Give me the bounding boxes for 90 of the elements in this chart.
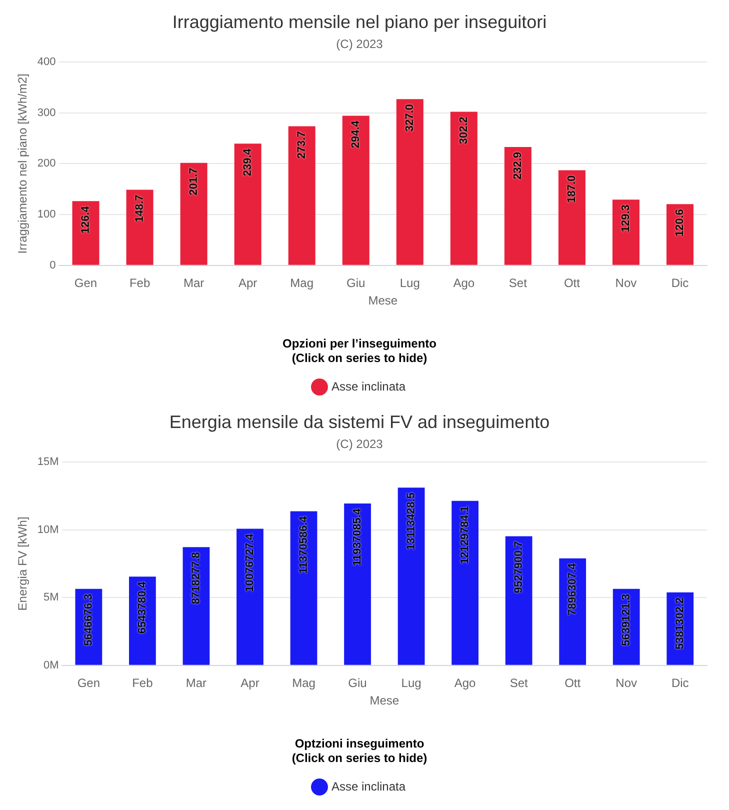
x-tick-label: Giu bbox=[348, 676, 367, 690]
chart-title: Energia mensile da sistemi FV ad inseguimento bbox=[169, 412, 550, 432]
data-label: 5639121.3 bbox=[620, 594, 632, 646]
data-label: 302.2 bbox=[458, 116, 470, 144]
bar bbox=[612, 200, 640, 265]
x-tick-label: Ago bbox=[454, 676, 476, 690]
bar bbox=[236, 528, 264, 665]
data-label: 120.6 bbox=[674, 209, 686, 237]
bar bbox=[344, 504, 371, 665]
x-tick-label: Gen bbox=[74, 276, 98, 290]
legend-title: Optzioni inseguimento (Click on series to hide) bbox=[292, 736, 428, 765]
bar bbox=[126, 190, 154, 265]
bar bbox=[559, 558, 586, 665]
data-label: 13113428.5 bbox=[405, 492, 418, 550]
data-label: 273.7 bbox=[296, 131, 308, 159]
data-label: 129.3 bbox=[620, 204, 632, 232]
x-tick-label: Dic bbox=[671, 276, 689, 290]
data-label: 126.4 bbox=[80, 205, 92, 234]
x-tick-label: Ago bbox=[453, 276, 475, 290]
data-label: 294.4 bbox=[350, 120, 362, 148]
data-label: 12129784.1 bbox=[459, 506, 472, 564]
x-tick-label: Feb bbox=[129, 276, 150, 290]
legend-label: Asse inclinata bbox=[331, 379, 406, 394]
y-axis-title: Energia FV [kWh] bbox=[16, 516, 30, 611]
x-tick-label: Giu bbox=[346, 276, 366, 290]
legend-label: Asse inclinata bbox=[331, 779, 406, 794]
data-label: 10076727.4 bbox=[244, 532, 256, 592]
x-tick-label: Feb bbox=[132, 676, 154, 690]
y-tick-label: 5M bbox=[44, 592, 59, 604]
x-tick-label: Ott bbox=[564, 676, 582, 690]
y-tick-label: 200 bbox=[37, 158, 56, 170]
y-tick-label: 100 bbox=[37, 208, 56, 221]
x-tick-label: Nov bbox=[615, 276, 637, 290]
data-label: 201.7 bbox=[188, 168, 200, 196]
bar bbox=[666, 204, 694, 265]
chart-subtitle: (C) 2023 bbox=[336, 437, 384, 452]
x-tick-label: Set bbox=[510, 676, 528, 690]
bar bbox=[452, 500, 478, 665]
x-tick-label: Mar bbox=[186, 676, 207, 690]
data-label: 8718277.8 bbox=[190, 552, 202, 604]
bar bbox=[505, 536, 532, 665]
data-label: 11370586.4 bbox=[298, 515, 310, 574]
bar bbox=[129, 576, 156, 665]
x-axis-title: Mese bbox=[368, 293, 398, 308]
bar bbox=[504, 146, 532, 265]
bar bbox=[290, 511, 318, 665]
x-tick-label: Apr bbox=[240, 676, 260, 690]
x-tick-label: Dic bbox=[671, 676, 689, 690]
x-tick-label: Mag bbox=[292, 676, 316, 690]
y-tick-label: 0M bbox=[44, 659, 59, 672]
data-label: 187.0 bbox=[566, 175, 578, 203]
y-tick-label: 400 bbox=[37, 56, 56, 68]
bar bbox=[342, 116, 370, 265]
x-tick-label: Mar bbox=[183, 276, 204, 290]
data-label: 5381302.2 bbox=[674, 597, 686, 650]
x-tick-label: Ott bbox=[564, 276, 581, 290]
x-tick-label: Lug bbox=[401, 676, 422, 690]
data-label: 6543780.4 bbox=[136, 580, 148, 634]
data-label: 327.0 bbox=[404, 104, 416, 132]
y-tick-label: 15M bbox=[37, 456, 59, 468]
y-tick-label: 300 bbox=[37, 106, 56, 119]
data-label: 5646676.3 bbox=[82, 594, 95, 646]
y-axis-title: Irraggiamento nel piano [kWh/m2] bbox=[16, 74, 30, 254]
bar bbox=[288, 126, 316, 265]
bar bbox=[450, 112, 478, 265]
bar bbox=[398, 488, 425, 665]
x-tick-label: Gen bbox=[77, 676, 100, 690]
x-tick-label: Nov bbox=[616, 676, 638, 690]
data-label: 232.9 bbox=[512, 152, 524, 180]
bar bbox=[72, 201, 100, 265]
legend-title: Opzioni per l’inseguimento (Click on series to hide) bbox=[282, 336, 437, 365]
data-label: 11937085.4 bbox=[352, 508, 364, 566]
data-label: 239.4 bbox=[242, 148, 254, 176]
y-tick-label: 0 bbox=[50, 259, 56, 272]
x-tick-label: Mag bbox=[290, 276, 314, 290]
chart-title: Irraggiamento mensile nel piano per inseguitori bbox=[172, 12, 547, 32]
data-label: 148.7 bbox=[134, 194, 146, 222]
data-label: 9527900.7 bbox=[512, 541, 525, 594]
bar bbox=[234, 144, 262, 265]
x-tick-label: Apr bbox=[238, 276, 258, 290]
bar bbox=[180, 162, 208, 265]
x-tick-label: Lug bbox=[400, 276, 420, 290]
y-tick-label: 10M bbox=[37, 524, 59, 536]
x-axis-title: Mese bbox=[370, 693, 400, 708]
bar bbox=[396, 99, 424, 265]
chart-subtitle: (C) 2023 bbox=[336, 37, 384, 52]
bar bbox=[182, 547, 210, 665]
bar bbox=[558, 170, 586, 265]
data-label: 7896307.4 bbox=[566, 562, 579, 616]
x-tick-label: Set bbox=[508, 276, 528, 290]
